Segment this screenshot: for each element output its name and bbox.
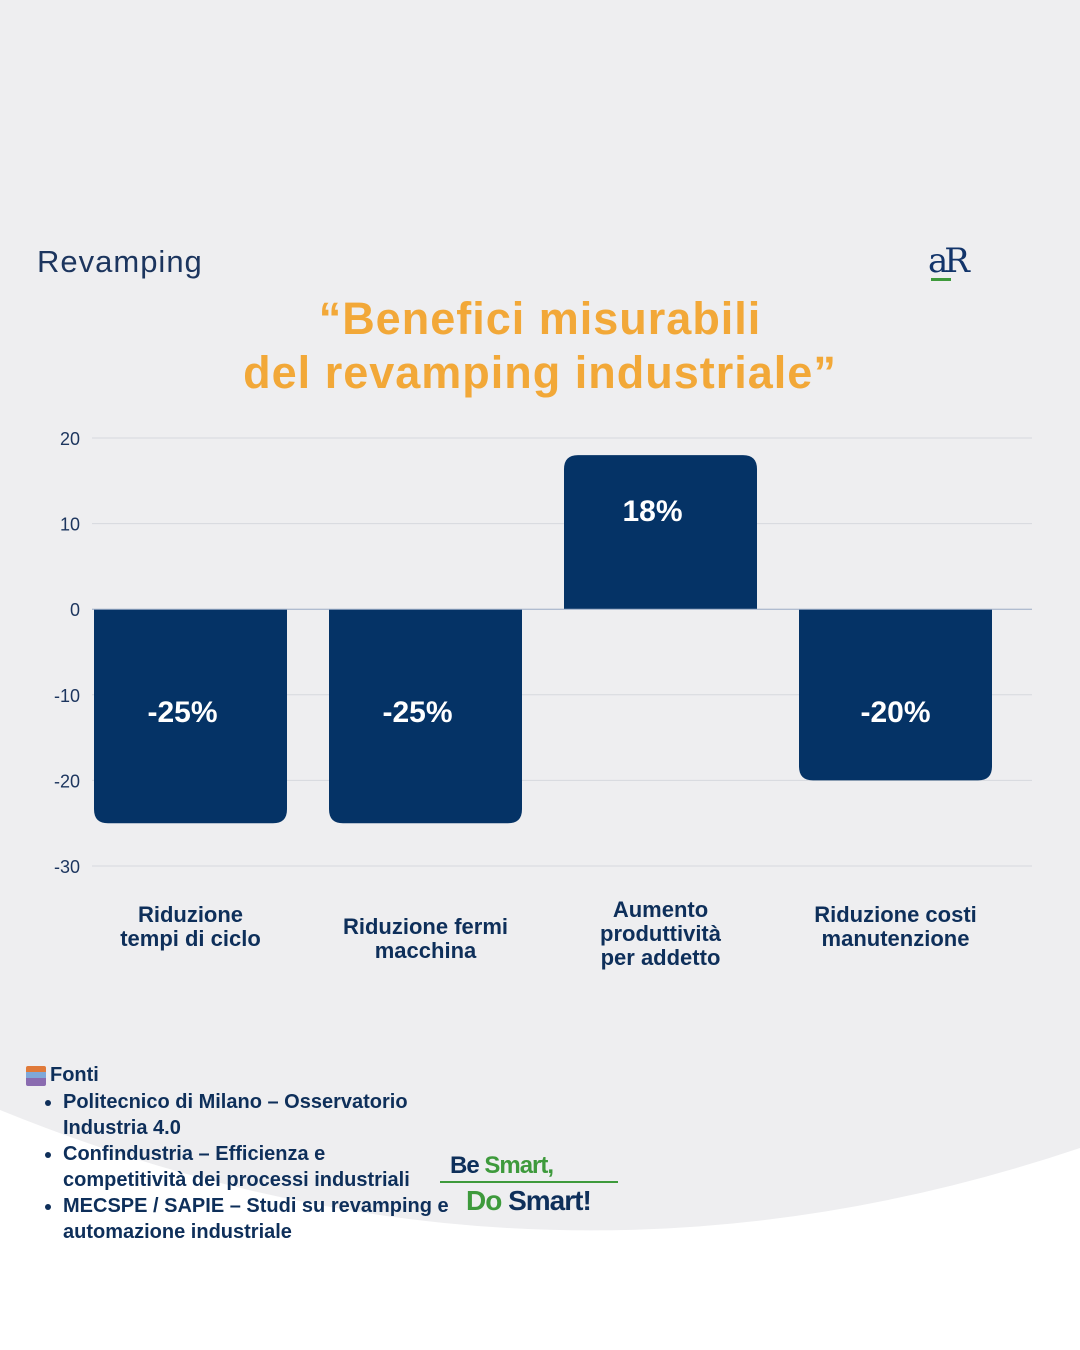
y-tick-label: 10 <box>60 515 80 535</box>
slogan-smart-1: Smart, <box>484 1152 554 1179</box>
y-tick-label: -20 <box>54 771 80 791</box>
slogan-divider <box>440 1181 618 1183</box>
source-item: MECSPE / SAPIE – Studi su revamping e au… <box>63 1193 453 1245</box>
data-label: -20% <box>860 696 930 729</box>
slogan-do: Do <box>466 1185 502 1216</box>
x-category-label: Riduzione fermi macchina <box>342 914 508 963</box>
kicker-label: Revamping <box>37 244 203 279</box>
y-tick-label: 20 <box>60 429 80 449</box>
bar-chart: 20 10 0 -10 -20 -30 -25% -25% 18% -20% <box>54 429 1032 877</box>
y-tick-label: -10 <box>54 686 80 706</box>
slogan: Be Smart, Do Smart! <box>440 1152 618 1217</box>
y-tick-label: 0 <box>70 600 80 620</box>
books-icon <box>26 1065 46 1086</box>
slogan-smart-2: Smart! <box>508 1185 592 1216</box>
title-line-2: del revamping industriale” <box>243 347 837 398</box>
data-label: -25% <box>382 696 452 729</box>
slogan-be: Be <box>450 1152 480 1179</box>
bar <box>799 609 992 781</box>
bar <box>329 609 522 824</box>
x-category-label: Aumento produttività per addetto <box>600 897 721 970</box>
source-item: Politecnico di Milano – Osservatorio Ind… <box>63 1089 453 1141</box>
sources-section: Fonti Politecnico di Milano – Osservator… <box>26 1064 453 1245</box>
page-title: “Benefici misurabili del revamping indus… <box>0 292 1080 400</box>
sources-heading: Fonti <box>50 1064 99 1086</box>
x-category-label: Riduzione tempi di ciclo <box>120 902 261 951</box>
y-tick-label: -30 <box>54 857 80 877</box>
brand-logo: aR <box>928 241 970 281</box>
bar <box>564 455 757 610</box>
title-line-1: “Benefici misurabili <box>318 293 762 344</box>
data-label: -25% <box>147 696 217 729</box>
data-label: 18% <box>622 495 682 528</box>
source-item: Confindustria – Efficienza e competitivi… <box>63 1141 453 1193</box>
bar <box>94 609 287 824</box>
x-category-label: Riduzione costi manutenzione <box>814 902 977 951</box>
